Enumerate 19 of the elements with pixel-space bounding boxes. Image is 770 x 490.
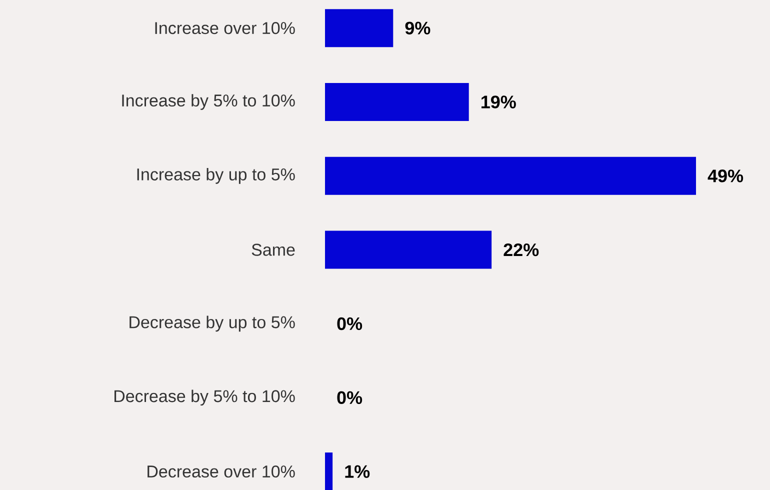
- data-label: 0%: [337, 317, 362, 330]
- data-label: 49%: [708, 170, 744, 182]
- y-tick-label: Decrease by 5% to 10%: [114, 390, 295, 406]
- data-label: 1%: [345, 465, 370, 478]
- data-label: 9%: [405, 22, 430, 34]
- y-tick-label: Same: [252, 244, 295, 256]
- bar: [325, 230, 492, 269]
- bar: [325, 156, 696, 195]
- y-tick-label: Decrease over 10%: [148, 466, 295, 478]
- data-label: 22%: [504, 243, 539, 256]
- bar: [325, 82, 469, 121]
- y-tick-label: Increase by 5% to 10%: [122, 94, 295, 110]
- y-tick-label: Decrease by up to 5%: [130, 316, 295, 332]
- data-label: 19%: [482, 96, 516, 108]
- bar: [325, 452, 333, 490]
- y-tick-label: Increase by up to 5%: [137, 168, 295, 184]
- data-label: 0%: [337, 391, 362, 404]
- y-tick-label: Increase over 10%: [155, 22, 295, 34]
- bar: [325, 9, 394, 48]
